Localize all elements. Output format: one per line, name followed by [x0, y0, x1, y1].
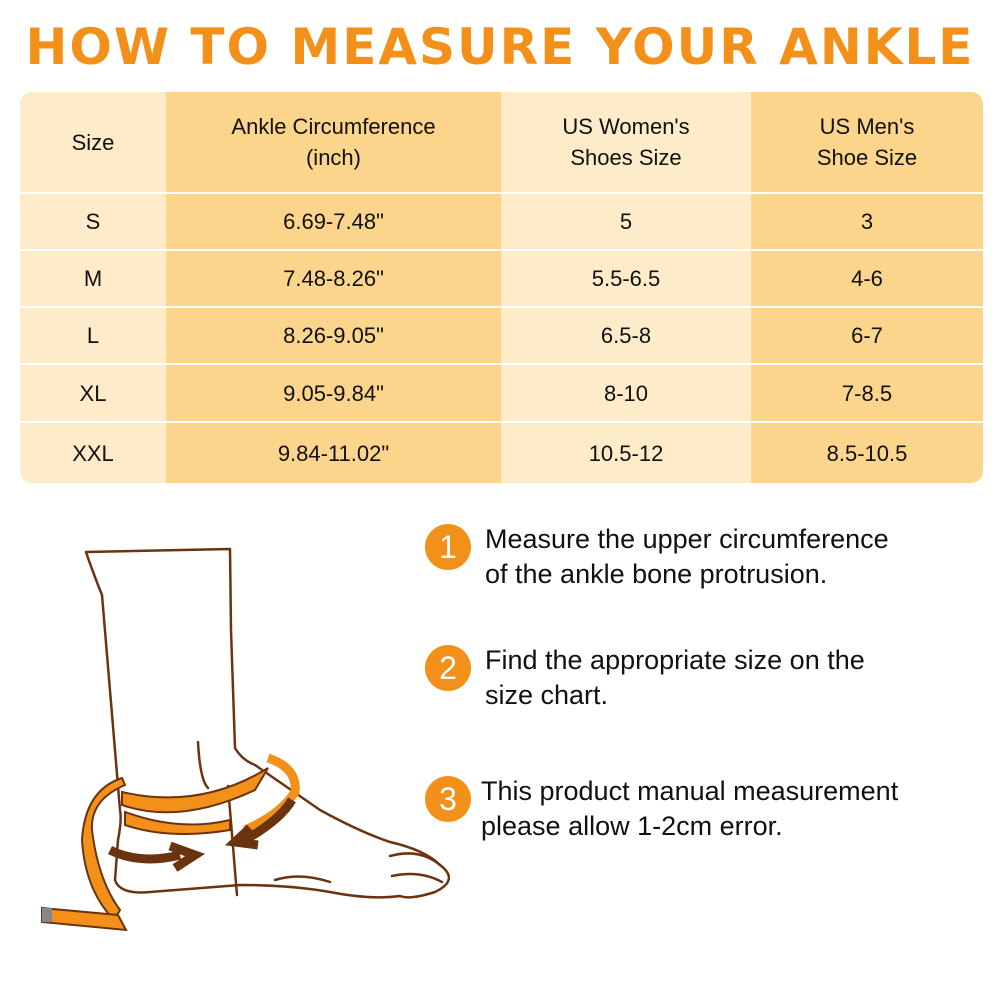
cell-us-womens-size: 10.5-12 [501, 423, 751, 483]
cell-ankle-circumference: 9.84-11.02" [166, 423, 501, 483]
header-size: Size [20, 92, 166, 192]
cell-us-mens-size: 3 [751, 194, 983, 249]
size-chart-table: Size Ankle Circumference (inch) US Women's… [20, 92, 983, 483]
cell-ankle-circumference: 6.69-7.48" [166, 194, 501, 249]
step-text: This product manual measurement please a… [481, 776, 899, 841]
cell-us-womens-size: 5.5-6.5 [501, 251, 751, 306]
ankle-measuring-illustration [41, 547, 450, 932]
step-number-badge: 2 [425, 645, 471, 691]
header-ankle-circumference: Ankle Circumference (inch) [166, 92, 501, 192]
step-2: 2 Find the appropriate size on the size … [425, 643, 865, 713]
header-us-mens-size: US Men's Shoe Size [751, 92, 983, 192]
cell-us-mens-size: 6-7 [751, 308, 983, 363]
step-1: 1 Measure the upper circumference of the… [425, 522, 889, 592]
step-number-badge: 3 [425, 776, 471, 822]
header-us-womens-size: US Women's Shoes Size [501, 92, 751, 192]
cell-ankle-circumference: 8.26-9.05" [166, 308, 501, 363]
page-title: HOW TO MEASURE YOUR ANKLE [25, 18, 975, 76]
step-number-badge: 1 [425, 524, 471, 570]
cell-us-womens-size: 6.5-8 [501, 308, 751, 363]
cell-us-mens-size: 8.5-10.5 [751, 423, 983, 483]
cell-ankle-circumference: 7.48-8.26" [166, 251, 501, 306]
step-text: Find the appropriate size on the size ch… [485, 645, 865, 710]
cell-size: M [20, 251, 166, 306]
step-3: 3 This product manual measurement please… [425, 774, 898, 844]
step-text: Measure the upper circumference of the a… [485, 524, 889, 589]
cell-size: XL [20, 365, 166, 421]
cell-us-womens-size: 5 [501, 194, 751, 249]
cell-us-womens-size: 8-10 [501, 365, 751, 421]
cell-us-mens-size: 4-6 [751, 251, 983, 306]
cell-size: L [20, 308, 166, 363]
cell-ankle-circumference: 9.05-9.84" [166, 365, 501, 421]
cell-us-mens-size: 7-8.5 [751, 365, 983, 421]
cell-size: XXL [20, 423, 166, 483]
cell-size: S [20, 194, 166, 249]
